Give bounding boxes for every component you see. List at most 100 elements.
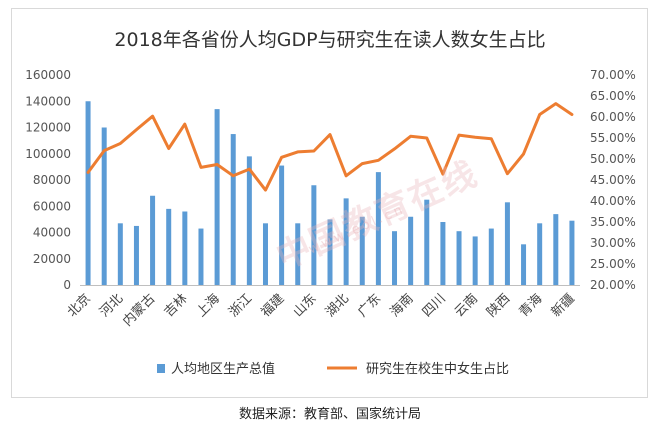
line-point-湖南: [361, 162, 364, 165]
y-axis-left: 0 20000 40000 60000 80000 100000 120000 140000 1…: [25, 68, 71, 292]
bar-四川: [440, 222, 446, 285]
x-tick-label: 吉林: [162, 291, 191, 320]
bar-吉林: [182, 211, 188, 285]
chart-title: 2018年各省份人均GDP与研究生在读人数女生占比: [114, 29, 545, 51]
line-point-河南: [328, 133, 332, 136]
x-tick-label: 北京: [65, 291, 94, 320]
bar-河南: [327, 219, 333, 285]
bar-辽宁: [166, 208, 172, 285]
line-point-云南: [473, 135, 477, 139]
y-right-tick-label: 55.00%: [590, 131, 636, 145]
line-point-甘肃: [522, 152, 525, 156]
bar-浙江: [246, 156, 252, 285]
line-point-内蒙古: [151, 114, 154, 118]
bar-云南: [472, 236, 478, 285]
bar-江苏: [230, 134, 236, 285]
line-point-吉林: [183, 122, 187, 126]
line-point-新疆: [570, 113, 574, 116]
line-point-青海: [538, 113, 541, 116]
line-point-山西: [135, 128, 138, 131]
bar-湖南: [359, 216, 365, 285]
line-point-陕西: [506, 172, 509, 175]
line-point-浙江: [248, 167, 251, 171]
line-point-山东: [312, 149, 316, 153]
bar-海南: [408, 216, 414, 285]
bar-series: [85, 101, 575, 285]
bar-上海: [214, 109, 220, 285]
bar-山东: [311, 185, 317, 285]
bar-江西: [295, 223, 301, 285]
bar-西藏: [488, 228, 494, 285]
y-right-tick-label: 35.00%: [590, 215, 636, 229]
line-point-福建: [280, 156, 283, 159]
x-tick-label: 陕西: [484, 291, 513, 320]
y-right-tick-label: 65.00%: [590, 89, 636, 103]
x-tick-label: 湖北: [323, 291, 352, 320]
y-right-tick-label: 70.00%: [590, 68, 636, 82]
legend: 人均地区生产总值 研究生在校生中女生占比: [157, 361, 509, 377]
x-tick-label: 内蒙古: [120, 291, 159, 330]
data-source-note: 数据来源：教育部、国家统计局: [238, 407, 421, 422]
x-tick-label: 云南: [451, 291, 481, 321]
line-point-四川: [441, 172, 445, 176]
line-point-安徽: [264, 188, 267, 192]
y-right-tick-label: 45.00%: [590, 173, 636, 187]
x-tick-label: 四川: [420, 291, 449, 320]
y-right-tick-label: 60.00%: [590, 110, 636, 124]
line-point-黑龙江: [199, 166, 203, 169]
line-point-河北: [119, 142, 122, 145]
y-axis-right: 20.00% 25.00% 30.00% 35.00% 40.00% 45.00% 50.0…: [590, 68, 636, 292]
bar-安徽: [262, 223, 268, 285]
chart-frame: [11, 8, 648, 398]
bar-广东: [375, 172, 381, 285]
bar-重庆: [424, 199, 430, 285]
x-tick-label: 广东: [355, 291, 384, 320]
bar-河北: [117, 223, 123, 285]
line-point-江西: [296, 150, 299, 154]
bar-青海: [537, 223, 543, 285]
legend-label-line: 研究生在校生中女生占比: [366, 361, 509, 377]
x-tick-label: 上海: [194, 291, 223, 320]
line-point-广西: [393, 147, 396, 151]
bar-内蒙古: [150, 195, 156, 285]
line-point-西藏: [490, 137, 493, 141]
y-left-tick-label: 120000: [25, 121, 71, 135]
x-tick-label: 青海: [517, 291, 546, 320]
y-left-tick-label: 0: [63, 278, 71, 292]
line-point-广东: [377, 159, 380, 162]
x-tick-label: 海南: [387, 291, 417, 321]
bar-甘肃: [521, 244, 527, 285]
bar-北京: [85, 101, 91, 285]
x-tick-label: 福建: [258, 291, 287, 320]
y-right-tick-label: 20.00%: [590, 278, 636, 292]
female-ratio-line: [86, 102, 574, 192]
y-left-tick-label: 100000: [25, 147, 71, 161]
bar-黑龙江: [198, 228, 204, 285]
y-left-tick-label: 40000: [33, 226, 71, 240]
line-point-贵州: [457, 133, 461, 137]
bar-山西: [133, 225, 139, 285]
y-right-tick-label: 30.00%: [590, 236, 636, 250]
bar-陕西: [504, 202, 510, 285]
y-right-tick-label: 50.00%: [590, 152, 636, 166]
y-left-tick-label: 60000: [33, 199, 71, 213]
line-point-湖北: [344, 174, 348, 177]
x-tick-label: 山东: [291, 291, 320, 320]
bar-新疆: [569, 220, 575, 285]
line-point-北京: [86, 171, 90, 174]
line-point-宁夏: [554, 102, 558, 105]
legend-label-bar: 人均地区生产总值: [171, 361, 275, 377]
line-point-天津: [102, 149, 106, 152]
y-left-tick-label: 20000: [33, 252, 71, 266]
y-left-tick-label: 80000: [33, 173, 71, 187]
x-tick-label: 浙江: [226, 291, 255, 320]
line-point-上海: [215, 163, 219, 166]
bar-福建: [279, 165, 285, 285]
line-series: [86, 102, 574, 192]
y-left-tick-label: 140000: [25, 94, 71, 108]
line-point-江苏: [232, 174, 235, 177]
y-right-tick-label: 25.00%: [590, 257, 636, 271]
y-right-tick-label: 40.00%: [590, 194, 636, 208]
